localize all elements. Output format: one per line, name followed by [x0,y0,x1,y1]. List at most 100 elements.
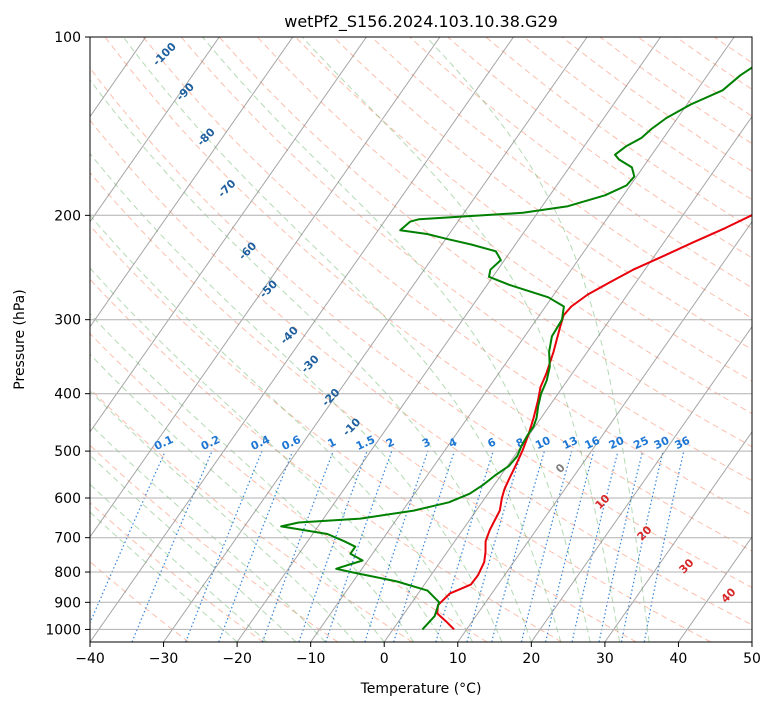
x-tick-label: −40 [75,651,105,667]
y-tick-label: 200 [54,208,81,224]
mixing-ratio-label: 0.6 [280,433,303,453]
dry-adiabat [752,37,775,642]
mixing-ratio-line [571,450,619,642]
isotherm [751,641,752,642]
isotherm [310,37,735,642]
mixing-ratio-label: 1 [326,435,338,450]
isotherm [90,37,514,642]
dry-adiabat [447,37,752,259]
mixing-ratio-label: 36 [673,434,693,452]
mixing-ratio-line [325,450,393,642]
mixing-ratio-line [491,450,545,642]
wetbulb-label: -40 [278,324,301,347]
y-tick-label: 800 [54,565,81,581]
y-tick-label: 300 [54,313,81,329]
isotherm [604,430,752,642]
isotherm [90,37,220,223]
mixing-ratio-line [218,450,294,642]
y-axis: 1000 900 800 700 600 500 400 300 200 100 [45,30,90,638]
dry-adiabat [90,119,752,626]
x-tick-label: −10 [296,651,326,667]
moist-adiabat [90,390,356,642]
isopleth-labels: 0.1 0.2 0.4 0.6 1 1.5 2 3 4 6 8 10 13 16 20 25 30 36-100-… [150,40,739,606]
moist-adiabat [90,79,532,642]
x-axis-title: Temperature (°C) [360,681,482,697]
mixing-ratio-label: 0.1 [152,433,175,453]
y-tick-label: 500 [54,444,81,460]
mixing-ratio-line [598,450,644,642]
moist-adiabat [90,152,503,642]
moist-adiabat [90,353,385,642]
wetbulb-label: -10 [340,415,363,438]
x-tick-label: 0 [380,651,389,667]
moist-adiabat [90,511,238,642]
moist-adiabat [90,423,326,642]
mixing-ratio-label: 0.2 [199,433,222,453]
isotherm [163,37,588,642]
temperature-line [436,214,752,631]
dry-adiabat [485,37,752,230]
isotherm [90,37,441,538]
wetbulb-label: 0 [553,461,568,476]
dry-adiabat [599,37,752,145]
dry-adiabat [637,37,752,117]
mixing-ratio-line [545,450,595,642]
dry-adiabat [180,37,752,482]
wetbulb-label: 30 [677,556,697,576]
mixing-ratio-label: 30 [652,434,672,452]
moist-adiabat [90,214,473,642]
wetbulb-label: -90 [174,80,197,103]
dewpoint-line [280,66,752,631]
y-tick-label: 900 [54,595,81,611]
moist-adiabat [90,454,297,642]
mixing-ratio-label: 4 [447,435,460,450]
mixing-ratio-line [185,450,263,642]
mixing-ratio-line [466,450,523,642]
x-tick-label: 30 [596,651,614,667]
mixing-ratio-line [643,450,685,642]
dry-adiabat [104,37,752,552]
plot-frame [89,36,753,643]
moist-adiabat [90,267,444,642]
y-tick-label: 700 [54,531,81,547]
isotherm [530,325,752,642]
x-tick-label: 20 [522,651,540,667]
x-tick-label: −20 [222,651,252,667]
wetbulb-label: 20 [635,523,655,543]
mixing-ratio-label: 0.4 [249,433,272,453]
dry-adiabat [675,37,752,90]
moist-adiabat [301,37,621,642]
wetbulb-label: -100 [150,40,179,69]
x-axis: −40 −30 −20 −10 0 10 20 30 40 50 [75,642,761,667]
wetbulb-label: -80 [195,125,218,148]
y-tick-label: 600 [54,491,81,507]
moist-adiabat [425,37,650,642]
dry-adiabat [218,37,752,448]
moist-adiabat [90,483,267,642]
mixing-ratio-label: 16 [583,434,603,452]
isotherm [90,37,294,328]
mixing-ratio-label: 1.5 [354,433,377,453]
y-tick-label: 100 [54,30,81,46]
mixing-ratio-label: 3 [420,435,432,450]
isotherm [677,535,752,642]
isotherm [0,37,72,642]
mixing-ratio-line [364,450,429,642]
x-tick-label: 40 [670,651,688,667]
wetbulb-label: -60 [236,239,259,262]
dry-adiabat [142,37,752,516]
mixing-ratio-line [131,450,213,642]
x-tick-label: −30 [149,651,179,667]
dry-adiabat [90,224,637,642]
dry-adiabat [90,502,264,642]
wetbulb-label: -70 [215,177,238,200]
wetbulb-label: 10 [593,492,613,512]
mixing-ratio-line [298,450,368,642]
mixing-ratio-line [261,450,334,642]
pressure-grid [90,37,752,630]
y-axis-title: Pressure (hPa) [12,289,28,389]
dry-adiabat [371,37,752,319]
y-tick-label: 1000 [45,622,81,638]
dry-adiabat [409,37,752,289]
